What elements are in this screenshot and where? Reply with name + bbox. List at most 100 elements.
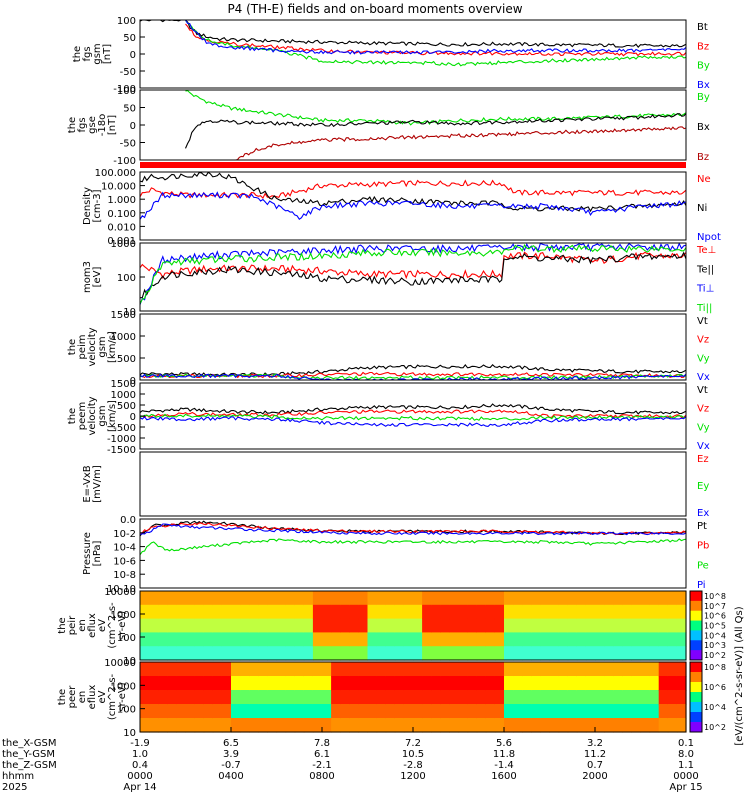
spectrogram-cell — [467, 646, 478, 661]
spectrogram-cell — [622, 690, 632, 705]
y-tick-label: -1500 — [107, 445, 136, 456]
spectrogram-cell — [458, 662, 469, 677]
spectrogram-cell — [522, 591, 532, 606]
spectrogram-cell — [485, 690, 496, 705]
spectrogram-cell — [649, 704, 660, 719]
spectrogram-cell — [285, 618, 296, 633]
y-tick-label: 0 — [130, 412, 136, 423]
spectrogram-cell — [231, 662, 241, 677]
spectrogram-cell — [604, 632, 614, 647]
spectrogram-cell — [631, 690, 642, 705]
series-line-Pi — [139, 523, 687, 536]
spectrogram-cell — [567, 718, 578, 733]
y-axis-label: thefgsgse-18o[nT] — [67, 114, 118, 136]
x-tick-value: 0000 — [127, 771, 152, 782]
spectrogram-peer-en-eflux — [140, 662, 687, 733]
spectrogram-cell — [322, 646, 332, 661]
spectrogram-cell — [303, 718, 314, 733]
y-axis-label-line: eV — [97, 619, 108, 632]
y-axis-label-line: the — [72, 46, 83, 62]
spectrogram-cell — [422, 618, 432, 633]
spectrogram-cell — [249, 676, 259, 691]
spectrogram-cell — [194, 718, 205, 733]
spectrogram-cell — [258, 704, 268, 719]
spectrogram-cell — [576, 676, 587, 691]
spectrogram-cell — [504, 646, 514, 661]
spectrogram-cell — [276, 718, 287, 733]
spectrogram-cell — [658, 690, 669, 705]
x-tick-value: -2.1 — [312, 760, 332, 771]
spectrogram-cell — [176, 704, 187, 719]
x-row-label: the_Z-GSM — [2, 760, 57, 771]
spectrogram-cell — [649, 604, 660, 620]
spectrogram-cell — [494, 604, 505, 620]
spectrogram-cell — [167, 676, 177, 691]
y-tick-label: 0 — [130, 50, 136, 61]
spectrogram-cell — [203, 618, 214, 633]
page-title: P4 (TH-E) fields and on-board moments ov… — [227, 2, 523, 16]
legend-entry-Vz: Vz — [697, 335, 709, 346]
y-tick-label: 10-8 — [113, 570, 136, 581]
legend-entry-Npot: Npot — [697, 232, 721, 243]
spectrogram-cell — [258, 646, 268, 661]
spectrogram-cell — [149, 662, 159, 677]
spectrogram-cell — [240, 690, 250, 705]
spectrogram-cell — [231, 718, 241, 733]
spectrogram-cell — [622, 632, 632, 647]
spectrogram-cell — [640, 662, 651, 677]
colorbar-frame — [689, 661, 703, 733]
spectrogram-cell — [285, 591, 296, 606]
spectrogram-cell — [504, 618, 514, 633]
spectrogram-cell — [185, 604, 196, 620]
legend-entry-Bx: Bx — [697, 80, 710, 91]
spectrogram-cell — [540, 632, 551, 647]
spectrogram-cell — [349, 662, 359, 677]
spectrogram-cell — [140, 646, 150, 661]
x-tick-value: 2000 — [582, 771, 607, 782]
spectrogram-cell — [140, 618, 150, 633]
spectrogram-cell — [312, 676, 323, 691]
spectrogram-cell — [258, 662, 268, 677]
spectrogram-cell — [322, 676, 332, 691]
spectrogram-cell — [676, 704, 687, 719]
spectrogram-cell — [194, 690, 205, 705]
spectrogram-cell — [422, 704, 432, 719]
spectrogram-cell — [185, 676, 196, 691]
spectrogram-cell — [322, 632, 332, 647]
colorbar-tick-label: 10^4 — [704, 631, 726, 640]
spectrogram-cell — [340, 718, 350, 733]
spectrogram-cell — [585, 676, 596, 691]
spectrogram-cell — [449, 632, 460, 647]
spectrogram-cell — [449, 718, 460, 733]
series-line-Pe — [139, 538, 687, 556]
spectrogram-cell — [458, 718, 469, 733]
spectrogram-cell — [667, 704, 678, 719]
spectrogram-cell — [385, 646, 396, 661]
spectrogram-cell — [221, 604, 232, 620]
panel-frame — [139, 171, 687, 241]
spectrogram-cell — [595, 690, 605, 705]
colorbar-cell — [690, 640, 702, 651]
spectrogram-cell — [504, 591, 514, 606]
spectrogram-cell — [595, 704, 605, 719]
y-axis-label: thepeimvelocitygsm[km/s] — [67, 327, 118, 366]
spectrogram-cell — [140, 704, 150, 719]
y-tick-label: -100 — [113, 156, 136, 167]
spectrogram-cell — [149, 604, 159, 620]
spectrogram-cell — [249, 618, 259, 633]
spectrogram-cell — [331, 591, 341, 606]
spectrogram-cell — [576, 591, 587, 606]
colorbar-tick-label: 10^6 — [704, 612, 726, 621]
spectrogram-cell — [176, 662, 187, 677]
spectrogram-cell — [485, 704, 496, 719]
spectrogram-cell — [476, 618, 487, 633]
series-line-Vt — [139, 403, 687, 415]
spectrogram-cell — [449, 676, 460, 691]
legend-entry-Bz: Bz — [697, 152, 709, 163]
spectrogram-cell — [358, 704, 369, 719]
x-tick-value: 10.5 — [402, 749, 424, 760]
spectrogram-cell — [540, 618, 551, 633]
spectrogram-cell — [231, 618, 241, 633]
spectrogram-cell — [576, 646, 587, 661]
spectrogram-cell — [522, 676, 532, 691]
